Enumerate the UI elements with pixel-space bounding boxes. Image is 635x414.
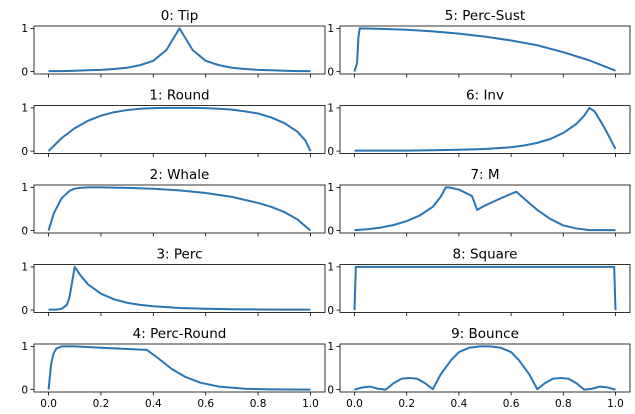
x-tick-label: 0.2 bbox=[93, 398, 110, 410]
series-line bbox=[353, 265, 617, 311]
series-line bbox=[354, 186, 616, 232]
x-tick-label: 0.2 bbox=[398, 398, 415, 410]
x-tick-label: 0.0 bbox=[40, 398, 57, 410]
subplot-5: 5: Perc-Sust 0 1 bbox=[327, 8, 631, 78]
subplot-0: 0: Tip 0 1 bbox=[21, 8, 326, 78]
y-tick-label: 0 bbox=[327, 305, 334, 317]
y-tick-label: 0 bbox=[21, 305, 28, 317]
subplot-title: 7: M bbox=[470, 167, 499, 183]
y-tick-label: 0 bbox=[21, 225, 28, 237]
axes-frame bbox=[339, 264, 631, 313]
x-tick-label: 1.0 bbox=[302, 398, 319, 410]
subplot-9: 9: Bounce 0 1 0.0 0.2 0.4 0.6 0.8 1.0 bbox=[327, 326, 631, 410]
series-line bbox=[48, 27, 311, 73]
y-tick-label: 1 bbox=[327, 341, 334, 353]
series-line bbox=[48, 265, 311, 311]
subplot-title: 2: Whale bbox=[150, 167, 210, 183]
subplot-7: 7: M 0 1 bbox=[327, 167, 631, 237]
subplot-8: 8: Square 0 1 bbox=[327, 247, 631, 317]
y-tick-label: 1 bbox=[21, 262, 28, 274]
subplot-title: 5: Perc-Sust bbox=[445, 8, 525, 24]
y-tick-label: 1 bbox=[21, 341, 28, 353]
y-tick-label: 1 bbox=[327, 262, 334, 274]
y-tick-label: 1 bbox=[327, 103, 334, 115]
subplot-title: 9: Bounce bbox=[451, 326, 519, 342]
x-tick-label: 0.6 bbox=[197, 398, 214, 410]
y-tick-label: 1 bbox=[21, 23, 28, 35]
series-line bbox=[47, 186, 312, 232]
axes-frame bbox=[339, 25, 631, 75]
x-tick-label: 0.8 bbox=[555, 398, 572, 410]
subplot-title: 6: Inv bbox=[466, 88, 504, 104]
series-line bbox=[47, 106, 312, 152]
y-tick-label: 0 bbox=[21, 384, 28, 396]
subplot-6: 6: Inv 0 1 bbox=[327, 88, 631, 158]
x-tick-label: 1.0 bbox=[607, 398, 624, 410]
y-tick-label: 1 bbox=[327, 182, 334, 194]
series-line bbox=[354, 345, 616, 391]
subplot-1: 1: Round 0 1 bbox=[21, 88, 326, 158]
axes-frame bbox=[33, 105, 326, 154]
y-tick-label: 0 bbox=[327, 225, 334, 237]
axes-frame bbox=[33, 343, 326, 393]
x-tick-label: 0.4 bbox=[451, 398, 468, 410]
subplot-title: 3: Perc bbox=[156, 247, 202, 263]
series-line bbox=[353, 27, 616, 72]
x-tick-label: 0.6 bbox=[503, 398, 520, 410]
subplot-4: 4: Perc-Round 0 1 0.0 0.2 0.4 0.6 0.8 1.0 bbox=[21, 326, 326, 410]
y-tick-label: 0 bbox=[327, 146, 334, 158]
subplot-2: 2: Whale 0 1 bbox=[21, 167, 326, 237]
y-tick-label: 1 bbox=[327, 23, 334, 35]
y-tick-label: 0 bbox=[21, 146, 28, 158]
y-tick-label: 1 bbox=[21, 103, 28, 115]
x-tick-label: 0.8 bbox=[250, 398, 267, 410]
y-tick-label: 0 bbox=[327, 384, 334, 396]
subplot-title: 8: Square bbox=[453, 247, 518, 263]
x-tick-label: 0.4 bbox=[145, 398, 162, 410]
subplot-title: 4: Perc-Round bbox=[133, 326, 227, 342]
series-line bbox=[47, 345, 311, 391]
y-tick-label: 0 bbox=[21, 66, 28, 78]
x-tick-label: 0.0 bbox=[346, 398, 363, 410]
axes-frame bbox=[33, 264, 326, 313]
series-line bbox=[354, 106, 617, 152]
subplot-title: 1: Round bbox=[149, 88, 209, 104]
axes-frame bbox=[339, 105, 631, 154]
axes-frame bbox=[339, 343, 631, 393]
axes-frame bbox=[33, 25, 326, 75]
subplot-3: 3: Perc 0 1 bbox=[21, 247, 326, 317]
axes-frame bbox=[33, 184, 326, 234]
y-tick-label: 1 bbox=[21, 182, 28, 194]
y-tick-label: 0 bbox=[327, 66, 334, 78]
subplot-title: 0: Tip bbox=[161, 8, 199, 24]
axes-frame bbox=[339, 184, 631, 234]
